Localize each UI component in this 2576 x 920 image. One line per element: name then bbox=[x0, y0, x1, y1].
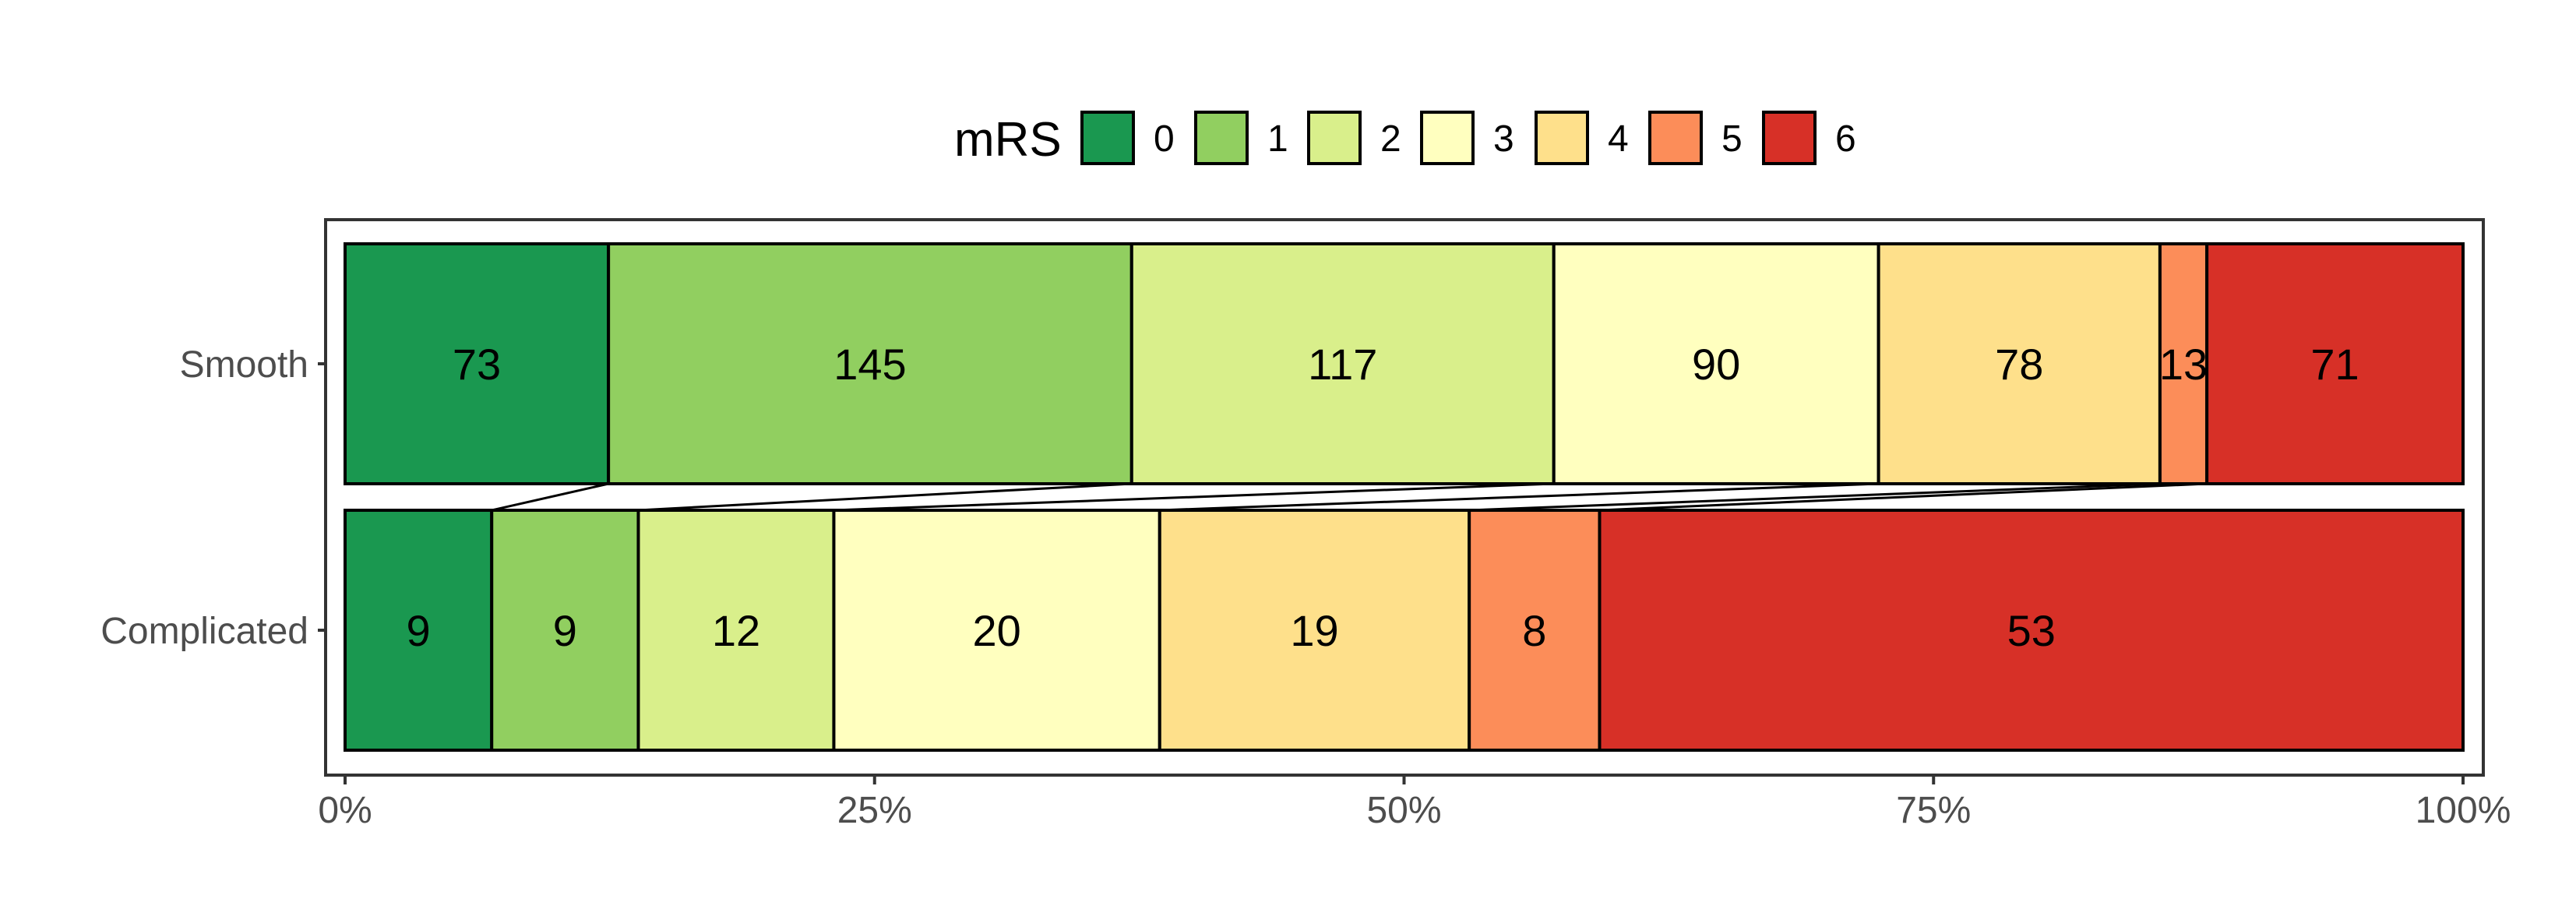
legend-label-0: 0 bbox=[1154, 118, 1175, 160]
bar-segment-complicated-0 bbox=[344, 509, 494, 752]
data-label-complicated-0: 9 bbox=[407, 606, 431, 655]
connector-line-4 bbox=[1469, 482, 2160, 512]
x-tick-label: 0% bbox=[318, 790, 372, 831]
legend-key-5 bbox=[1648, 111, 1703, 165]
bar-segment-smooth-1 bbox=[607, 242, 1133, 485]
connector-lines bbox=[491, 482, 2208, 512]
legend-label-4: 4 bbox=[1608, 118, 1629, 160]
legend-key-4 bbox=[1535, 111, 1589, 165]
legend-label-6: 6 bbox=[1835, 118, 1856, 160]
bar-segment-smooth-5 bbox=[2158, 242, 2209, 485]
data-label-smooth-6: 71 bbox=[2310, 340, 2359, 389]
data-label-complicated-3: 20 bbox=[972, 606, 1020, 655]
data-label-complicated-1: 9 bbox=[553, 606, 577, 655]
legend-label-1: 1 bbox=[1267, 118, 1288, 160]
connector-line-0 bbox=[491, 482, 609, 512]
bar-segment-complicated-6 bbox=[1598, 509, 2465, 752]
bar-segment-complicated-4 bbox=[1158, 509, 1471, 752]
x-tick-label: 100% bbox=[2416, 790, 2511, 831]
bar-segment-smooth-6 bbox=[2205, 242, 2465, 485]
connector-line-1 bbox=[638, 482, 1132, 512]
bar-segment-smooth-0 bbox=[344, 242, 611, 485]
legend-key-1 bbox=[1194, 111, 1249, 165]
category-axis: Smooth Complicated bbox=[100, 344, 326, 652]
category-label-complicated: Complicated bbox=[100, 611, 308, 652]
bar-segment-complicated-1 bbox=[490, 509, 640, 752]
bar-segment-smooth-3 bbox=[1552, 242, 1880, 485]
connector-line-3 bbox=[1159, 482, 1879, 512]
legend-title: mRS bbox=[954, 113, 1062, 167]
bar-segment-smooth-4 bbox=[1876, 242, 2162, 485]
x-axis: 0% 25% 50% 75% 100% bbox=[318, 775, 2511, 831]
legend-label-5: 5 bbox=[1721, 118, 1743, 160]
data-label-smooth-0: 73 bbox=[453, 340, 501, 389]
data-label-smooth-1: 145 bbox=[833, 340, 906, 389]
data-label-smooth-2: 117 bbox=[1308, 340, 1377, 389]
legend-key-3 bbox=[1420, 111, 1475, 165]
bar-segment-complicated-3 bbox=[832, 509, 1161, 752]
x-tick-label: 25% bbox=[837, 790, 912, 831]
bars bbox=[344, 242, 2465, 752]
data-label-complicated-5: 8 bbox=[1522, 606, 1546, 655]
data-label-complicated-4: 19 bbox=[1290, 606, 1338, 655]
legend-label-3: 3 bbox=[1493, 118, 1514, 160]
x-tick-label: 50% bbox=[1366, 790, 1441, 831]
data-label-smooth-5: 13 bbox=[2159, 340, 2208, 389]
connector-line-2 bbox=[833, 482, 1554, 512]
bar-segment-complicated-5 bbox=[1468, 509, 1602, 752]
data-label-smooth-3: 90 bbox=[1692, 340, 1740, 389]
data-label-complicated-2: 12 bbox=[712, 606, 760, 655]
data-label-smooth-4: 78 bbox=[1995, 340, 2043, 389]
legend: mRS 0 1 2 3 4 5 6 bbox=[954, 111, 1856, 167]
data-label-complicated-6: 53 bbox=[2007, 606, 2056, 655]
legend-key-2 bbox=[1307, 111, 1362, 165]
category-label-smooth: Smooth bbox=[180, 344, 308, 386]
data-labels: 73 145 117 90 78 13 71 9 9 12 20 19 8 53 bbox=[407, 340, 2359, 655]
bar-segment-complicated-2 bbox=[636, 509, 836, 752]
legend-key-0 bbox=[1080, 111, 1135, 165]
legend-label-2: 2 bbox=[1380, 118, 1401, 160]
connector-line-5 bbox=[1599, 482, 2208, 512]
x-tick-label: 75% bbox=[1896, 790, 1971, 831]
legend-key-6 bbox=[1762, 111, 1817, 165]
